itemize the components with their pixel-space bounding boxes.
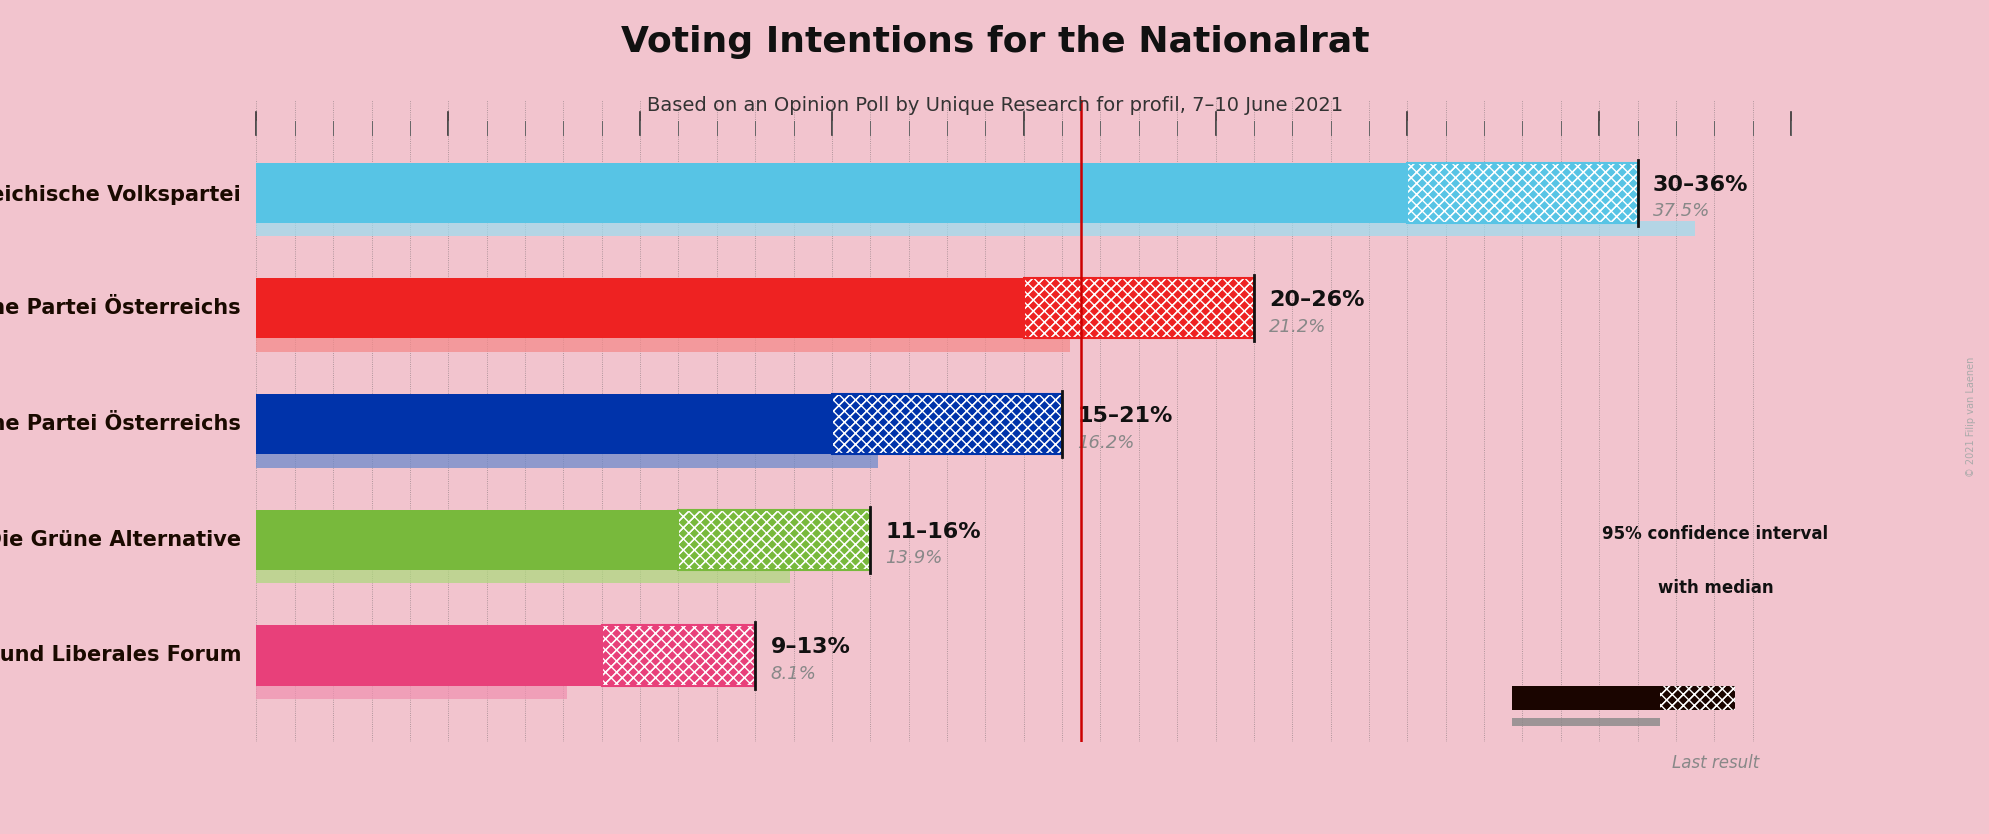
Bar [831,394,1062,455]
Bar [1406,163,1637,223]
Bar [257,394,831,455]
Bar [601,626,754,686]
Bar [831,394,1062,455]
Bar [257,684,567,699]
Bar [678,510,869,570]
Text: 9–13%: 9–13% [770,637,849,657]
Bar [1022,279,1253,339]
Bar [257,510,678,570]
Bar [257,279,1022,339]
Bar [1022,279,1253,339]
Text: 8.1%: 8.1% [770,665,815,683]
Text: Last result: Last result [1671,754,1758,772]
Text: 95% confidence interval: 95% confidence interval [1601,525,1828,543]
Bar [257,568,790,584]
Bar [601,626,754,686]
Text: 11–16%: 11–16% [885,522,981,541]
Text: Voting Intentions for the Nationalrat: Voting Intentions for the Nationalrat [621,25,1368,59]
Bar [257,337,1070,352]
Bar [1512,717,1659,726]
Text: 21.2%: 21.2% [1269,318,1327,336]
Bar [831,394,1062,455]
Bar [678,510,869,570]
Text: Sozialdemokratische Partei Österreichs: Sozialdemokratische Partei Österreichs [0,299,241,319]
Bar [1406,163,1637,223]
Text: © 2021 Filip van Laenen: © 2021 Filip van Laenen [1965,357,1975,477]
Bar [1406,163,1637,223]
Bar [831,394,1062,455]
Text: 15–21%: 15–21% [1076,406,1172,426]
Bar [257,221,1695,236]
Bar [1406,163,1637,223]
Text: with median: with median [1657,579,1772,597]
Text: Freiheitliche Partei Österreichs: Freiheitliche Partei Österreichs [0,414,241,434]
Bar [1659,686,1734,710]
Bar [1659,686,1734,710]
Text: 13.9%: 13.9% [885,550,943,567]
Text: 37.5%: 37.5% [1653,202,1709,220]
Bar [1512,686,1659,710]
Bar [678,510,869,570]
Bar [1659,686,1734,710]
Text: NEOS–Das Neue Österreich und Liberales Forum: NEOS–Das Neue Österreich und Liberales F… [0,646,241,666]
Bar [257,626,601,686]
Bar [257,163,1406,223]
Text: Based on an Opinion Poll by Unique Research for profil, 7–10 June 2021: Based on an Opinion Poll by Unique Resea… [646,96,1343,115]
Bar [1022,279,1253,339]
Text: Österreichische Volkspartei: Österreichische Volkspartei [0,181,241,204]
Text: Die Grünen–Die Grüne Alternative: Die Grünen–Die Grüne Alternative [0,530,241,550]
Bar [678,510,869,570]
Text: 30–36%: 30–36% [1653,174,1748,194]
Bar [1022,279,1253,339]
Bar [257,453,877,468]
Text: 16.2%: 16.2% [1076,434,1134,451]
Bar [601,626,754,686]
Text: 20–26%: 20–26% [1269,290,1364,310]
Bar [601,626,754,686]
